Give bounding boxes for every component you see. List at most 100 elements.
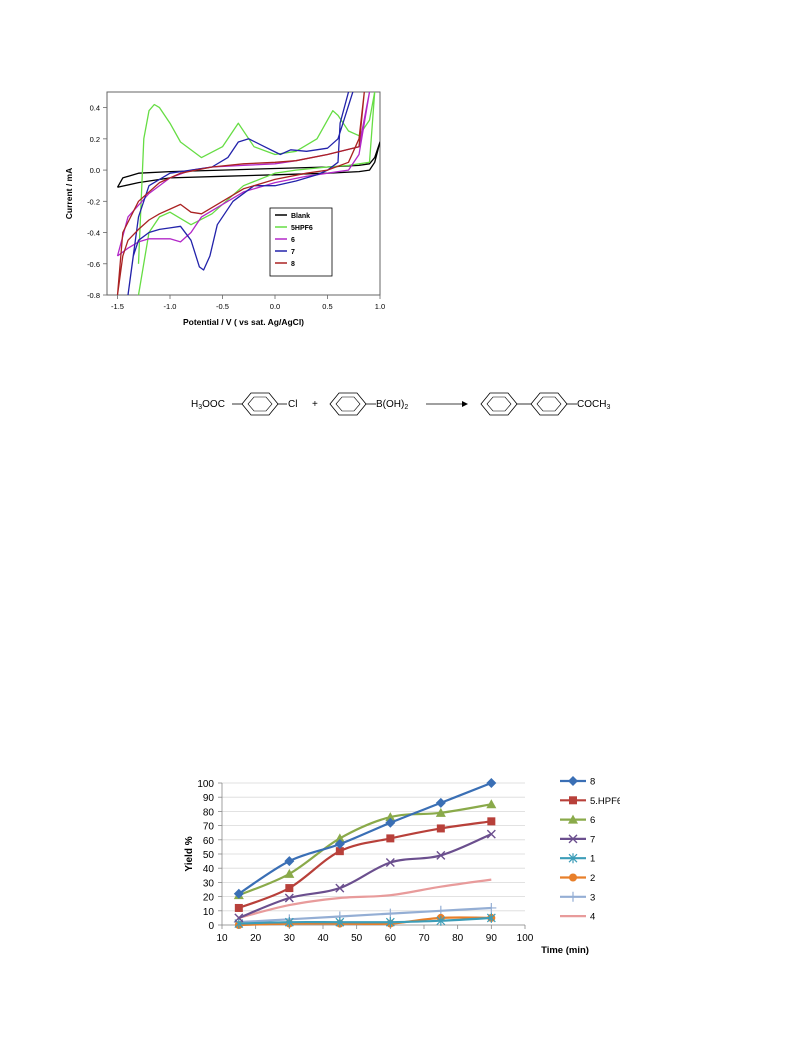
- cv-x-tick-label: -1.5: [111, 302, 124, 311]
- yield-data-marker: [334, 839, 345, 850]
- yield-series-line: [238, 803, 492, 897]
- yield-y-tick-label: 20: [203, 893, 215, 904]
- yield-series-line: [238, 820, 492, 909]
- benzene-ring-3: [480, 392, 518, 416]
- cv-x-tick-label: 0.0: [270, 302, 280, 311]
- cv-series-line: [137, 92, 376, 295]
- yield-y-tick-label: 90: [203, 793, 215, 804]
- yield-legend-label: 5.HPF6: [590, 796, 620, 807]
- cv-chart: -1.5 -1.0 -0.5 0.0 0.5 1.0 0.4 0.2 0.0 -0.2 -0.4 -0…: [64, 91, 385, 327]
- yield-y-tick-label: 80: [203, 807, 215, 818]
- yield-y-tick-label: 70: [203, 822, 215, 833]
- yield-x-tick-label: 90: [486, 933, 498, 944]
- yield-data-marker: [568, 853, 578, 864]
- yield-legend-label: 7: [590, 834, 595, 845]
- yield-legend-label: 6: [590, 815, 595, 826]
- yield-data-marker: [568, 834, 578, 844]
- yield-y-tick-label: 50: [203, 850, 215, 861]
- cv-legend-label: Blank: [291, 213, 310, 220]
- benzene-ring-2: [329, 392, 367, 416]
- yield-data-marker: [435, 797, 446, 808]
- yield-y-axis-title: Yield %: [184, 836, 195, 871]
- cv-legend: [269, 207, 333, 277]
- cv-y-tick-label: -0.8: [87, 291, 100, 300]
- yield-data-marker: [284, 917, 294, 928]
- yield-series-line: [238, 781, 492, 895]
- cv-y-tick-label: -0.2: [87, 197, 100, 206]
- yield-data-marker: [284, 868, 295, 878]
- benzene-ring-4: [530, 392, 568, 416]
- yield-data-marker: [435, 807, 446, 817]
- yield-data-marker: [568, 814, 578, 824]
- yield-data-marker: [334, 833, 345, 843]
- benzene-ring-1: [241, 392, 279, 416]
- yield-data-marker: [569, 796, 577, 805]
- cv-x-tick-label: 0.5: [322, 302, 332, 311]
- plus-sign: +: [312, 399, 318, 410]
- yield-data-marker: [486, 829, 496, 839]
- yield-data-marker: [568, 891, 578, 902]
- yield-data-marker: [386, 834, 395, 843]
- yield-x-tick-label: 40: [317, 933, 329, 944]
- cv-series-line: [116, 92, 365, 295]
- yield-data-marker: [285, 884, 294, 893]
- yield-data-marker: [234, 903, 243, 912]
- yield-series-line: [238, 878, 492, 919]
- cv-y-tick-label: 0.0: [90, 166, 100, 175]
- yield-data-marker: [486, 902, 497, 913]
- yield-data-marker: [487, 817, 496, 826]
- yield-legend-label: 2: [590, 873, 595, 884]
- reactant1-label: H3OOC: [191, 399, 225, 411]
- yield-data-marker: [385, 858, 395, 868]
- yield-x-axis-title: Time (min): [541, 945, 589, 956]
- yield-y-tick-label: 0: [208, 921, 214, 932]
- yield-data-marker: [233, 888, 244, 899]
- cv-series-line: [127, 92, 354, 295]
- yield-data-marker: [486, 799, 497, 809]
- yield-x-tick-label: 20: [250, 933, 262, 944]
- yield-series-line: [238, 833, 492, 919]
- boronic-acid-label: B(OH)2: [376, 399, 408, 411]
- yield-data-marker: [335, 847, 344, 856]
- yield-data-marker: [284, 893, 294, 903]
- yield-y-tick-label: 60: [203, 836, 215, 847]
- yield-x-tick-label: 80: [452, 933, 464, 944]
- cv-y-tick-label: -0.6: [87, 260, 100, 269]
- yield-data-marker: [385, 817, 396, 828]
- yield-x-tick-label: 100: [517, 933, 534, 944]
- reaction-scheme: H3OOC Cl + B(OH)2 COCH3: [191, 392, 610, 416]
- yield-x-tick-label: 60: [385, 933, 397, 944]
- cv-x-axis-title: Potential / V ( vs sat. Ag/AgCl): [183, 317, 304, 327]
- yield-data-marker: [335, 917, 345, 928]
- cv-legend-label: 5HPF6: [291, 225, 313, 232]
- yield-series-line: [238, 916, 492, 925]
- yield-data-marker: [436, 915, 446, 926]
- cv-legend-label: 7: [291, 249, 295, 256]
- yield-legend-label: 1: [590, 854, 595, 865]
- yield-data-marker: [568, 776, 578, 786]
- yield-data-marker: [385, 908, 396, 919]
- cv-x-tick-label: -1.0: [164, 302, 177, 311]
- yield-x-tick-label: 10: [216, 933, 228, 944]
- yield-x-tick-label: 30: [284, 933, 296, 944]
- yield-data-marker: [284, 856, 295, 867]
- cv-y-tick-label: 0.2: [90, 135, 100, 144]
- yield-legend-label: 8: [590, 777, 595, 788]
- cv-y-tick-label: -0.4: [87, 229, 100, 238]
- yield-data-marker: [335, 883, 345, 893]
- chloro-label: Cl: [288, 399, 297, 410]
- yield-data-marker: [234, 913, 244, 923]
- yield-data-marker: [486, 912, 496, 923]
- yield-y-tick-label: 30: [203, 878, 215, 889]
- cv-x-tick-label: -0.5: [216, 302, 229, 311]
- yield-y-tick-label: 40: [203, 864, 215, 875]
- cv-x-tick-label: 1.0: [375, 302, 385, 311]
- cv-y-tick-label: 0.4: [90, 104, 100, 113]
- cv-legend-label: 6: [291, 237, 295, 244]
- yield-data-marker: [385, 812, 396, 822]
- yield-legend-label: 3: [590, 892, 595, 903]
- cv-plot-frame: [106, 91, 381, 296]
- yield-y-tick-label: 100: [197, 779, 214, 790]
- yield-x-tick-label: 70: [418, 933, 430, 944]
